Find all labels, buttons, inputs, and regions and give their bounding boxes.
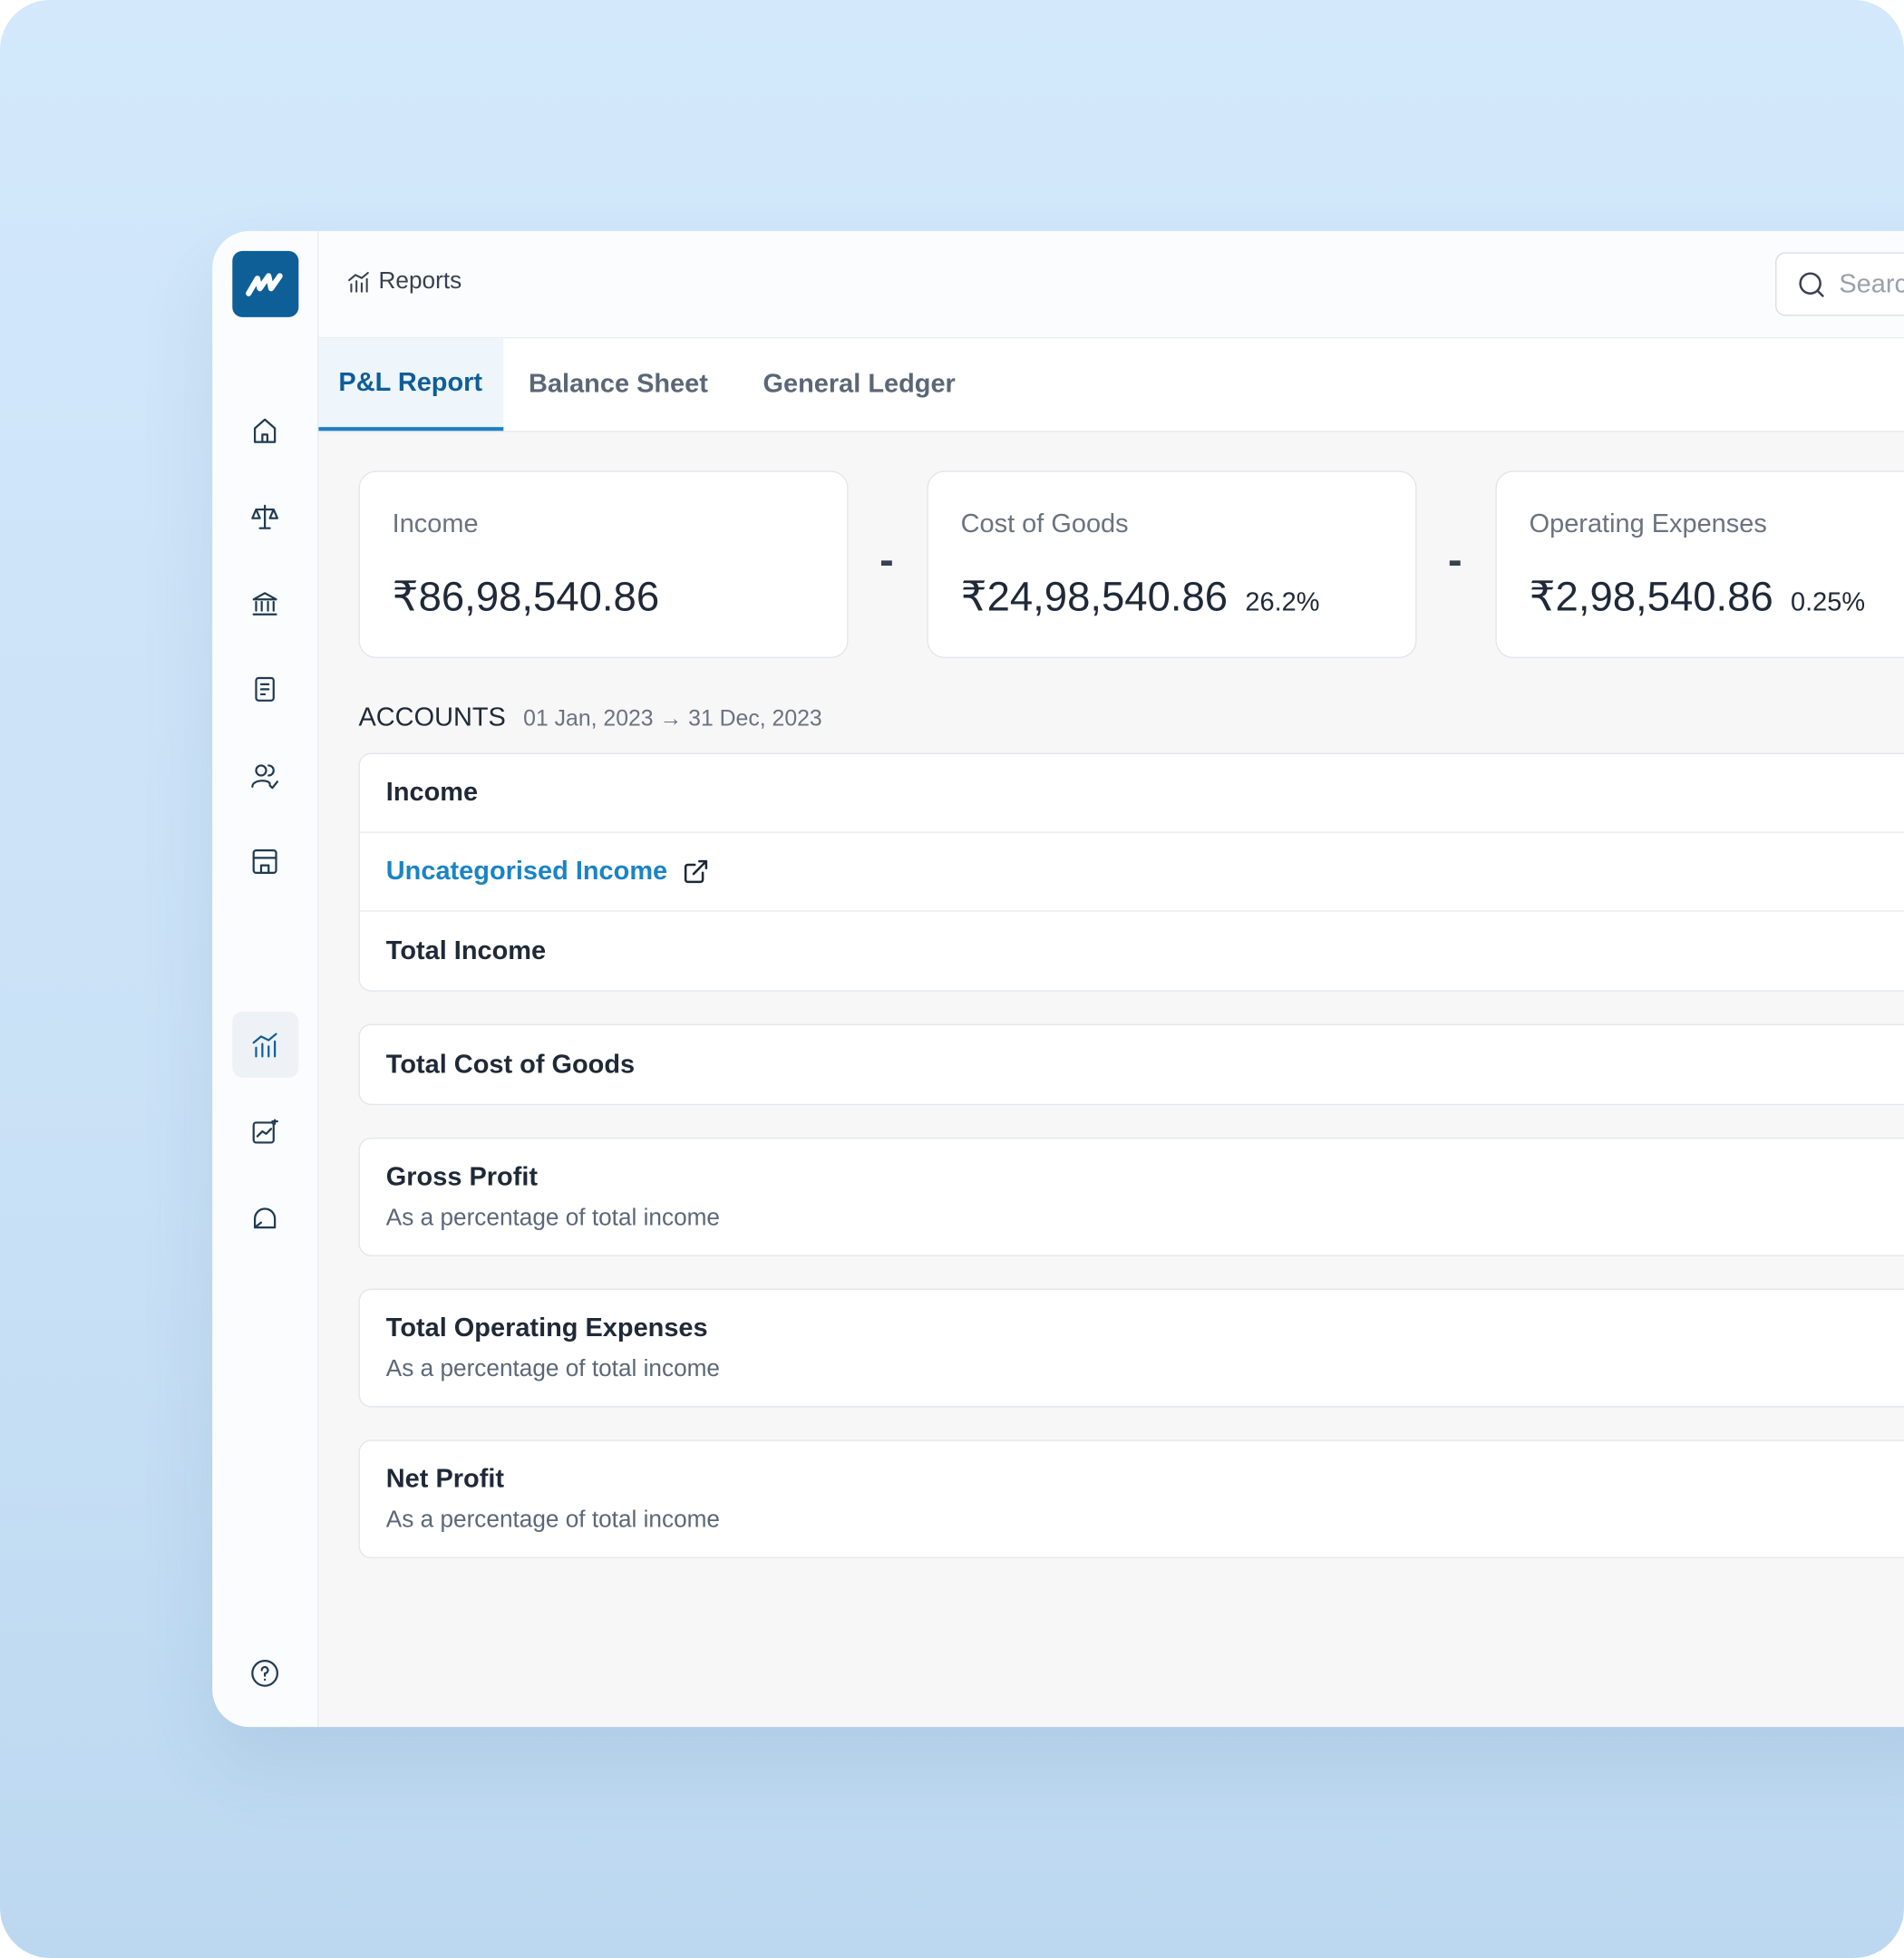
account-row: Gross Profit As a percentage of total inc… [360, 1139, 1904, 1255]
logo[interactable] [232, 250, 299, 317]
account-label: Total Operating Expenses [385, 1313, 708, 1342]
account-label: Net Profit [385, 1464, 505, 1493]
breadcrumb-icon [348, 271, 369, 293]
summary-card: Cost of Goods ₹24,98,540.86 26.2% [927, 470, 1417, 658]
account-section: Net Profit As a percentage of total incom… [358, 1439, 1904, 1559]
account-subtext: As a percentage of total income [385, 1507, 721, 1533]
account-section: Total Operating Expenses As a percentage … [358, 1288, 1904, 1408]
reports-icon[interactable] [250, 1030, 280, 1060]
account-label: Total Income [385, 935, 547, 965]
accounts-title: ACCOUNTS [358, 703, 506, 732]
card-label: Operating Expenses [1529, 509, 1767, 538]
amount-value: ₹24,98,540.86 [960, 573, 1229, 620]
account-link[interactable]: Uncategorised Income [386, 857, 1904, 887]
breadcrumb-text: Reports [378, 268, 462, 296]
sidebar [212, 230, 319, 1728]
amount-percent: 0.25% [1791, 587, 1866, 617]
account-subtext: As a percentage of total income [385, 1204, 721, 1231]
summary-card: Income ₹86,98,540.86 [358, 470, 849, 658]
amount-value: ₹2,98,540.86 [1529, 573, 1773, 620]
search-icon [1799, 271, 1824, 297]
bank-icon[interactable] [250, 588, 280, 618]
header: Reports Search [318, 230, 1904, 339]
summary-card: Operating Expenses ₹2,98,540.86 0.25% [1495, 470, 1904, 658]
operator: - [1448, 537, 1462, 585]
tab[interactable]: P&L Report [318, 338, 504, 431]
amount-percent: 26.2% [1245, 587, 1320, 617]
accounts-heading: ACCOUNTS 01 Jan, 2023 → 31 Dec, 2023 [358, 703, 821, 733]
card-label: Cost of Goods [960, 509, 1129, 538]
card-label: Income [392, 509, 479, 538]
balance-icon[interactable] [250, 502, 280, 532]
account-link-text[interactable]: Uncategorised Income [385, 856, 668, 886]
account-row: Income [359, 754, 1904, 833]
active-nav-bg [232, 1011, 299, 1078]
account-row: Total Cost of Goods [360, 1025, 1904, 1104]
account-section: Gross Profit As a percentage of total inc… [358, 1137, 1904, 1256]
tab[interactable]: General Ledger [763, 369, 956, 399]
search-placeholder: Search [1839, 268, 1904, 298]
account-label: Income [385, 778, 479, 807]
accounts-period: 01 Jan, 2023 → 31 Dec, 2023 [523, 705, 822, 731]
app-window: Reports Search P&L Report Balance Sheet Ge… [212, 230, 1904, 1728]
external-link-icon[interactable] [683, 858, 710, 885]
users-icon[interactable] [250, 761, 280, 790]
card-amount: ₹2,98,540.86 0.25% [1530, 572, 1865, 621]
tab[interactable]: Balance Sheet [529, 369, 708, 399]
chart-icon[interactable] [250, 1117, 280, 1147]
document-icon[interactable] [250, 674, 280, 704]
help-icon[interactable] [250, 1658, 280, 1688]
account-section: Income Uncategorised Income Total Income [358, 752, 1904, 992]
chat-icon[interactable] [250, 1203, 280, 1233]
account-row: Uncategorised Income [359, 833, 1904, 912]
home-icon[interactable] [250, 416, 280, 446]
account-row: Total Operating Expenses As a percentage … [360, 1290, 1904, 1406]
breadcrumb[interactable]: Reports [346, 268, 462, 296]
store-icon[interactable] [250, 847, 280, 877]
operator: - [879, 537, 894, 585]
card-amount: ₹24,98,540.86 26.2% [961, 572, 1320, 621]
account-label: Total Cost of Goods [385, 1049, 636, 1079]
account-row: Net Profit As a percentage of total incom… [360, 1441, 1904, 1557]
account-section: Total Cost of Goods [358, 1023, 1904, 1106]
account-row: Total Income [360, 912, 1904, 991]
tab-bar: P&L Report Balance Sheet General Ledger [318, 338, 1904, 432]
account-label: Gross Profit [385, 1161, 539, 1191]
account-subtext: As a percentage of total income [385, 1355, 721, 1382]
card-amount: ₹86,98,540.86 [393, 572, 659, 621]
search-box[interactable]: Search [1775, 252, 1904, 316]
amount-value: ₹86,98,540.86 [392, 573, 660, 620]
